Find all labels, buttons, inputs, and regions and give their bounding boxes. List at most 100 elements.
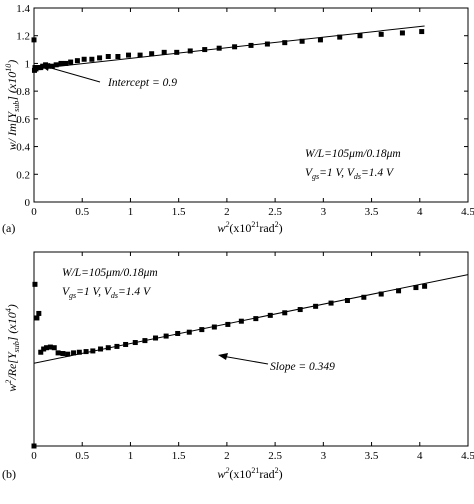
data-point xyxy=(105,54,111,59)
data-point xyxy=(396,288,402,294)
x-tick-label: 1 xyxy=(128,450,134,462)
panel-b-x-ticks: 0 0.5 1 1.5 2 2.5 3 3.5 4 4.5 xyxy=(31,252,474,462)
x-tick-label: 2.5 xyxy=(268,450,282,462)
y-tick-label: 1.2 xyxy=(16,31,30,43)
x-tick-label: 1.5 xyxy=(172,206,186,218)
data-point xyxy=(63,60,69,66)
x-tick-label: 4 xyxy=(417,450,423,462)
data-point xyxy=(357,33,363,39)
data-point xyxy=(115,54,121,59)
data-point xyxy=(76,349,82,355)
data-point xyxy=(51,345,57,351)
data-point xyxy=(31,37,37,43)
data-point xyxy=(282,310,288,316)
data-point xyxy=(32,281,38,287)
data-point xyxy=(55,350,61,356)
data-point xyxy=(34,315,40,321)
y-tick-label: 0.2 xyxy=(16,169,30,181)
data-point xyxy=(53,62,59,68)
data-point xyxy=(378,31,384,37)
data-point xyxy=(98,346,104,352)
y-tick-label: 1 xyxy=(25,58,31,70)
x-tick-label: 3 xyxy=(321,450,327,462)
data-point xyxy=(187,48,193,54)
panel-b-fit-line xyxy=(33,274,469,364)
data-point xyxy=(44,345,50,351)
data-point xyxy=(282,40,288,46)
data-point xyxy=(149,51,155,57)
panel-b: 0 0.5 1 1.5 2 2.5 3 3.5 4 4.5 (b) w2/Re[Ysub] (x1… xyxy=(2,251,474,481)
data-point xyxy=(422,283,428,289)
data-point xyxy=(36,310,42,316)
panel-a: 0 0.5 1 1.5 2 2.5 3 3.5 4 4.5 0 0.2 0.4 0.6 0.8 1 1.2 1.… xyxy=(2,3,474,235)
panel-a-intercept-arrowhead xyxy=(40,63,50,71)
panel-a-x-ticks: 0 0.5 1 1.5 2 2.5 3 3.5 4 4.5 xyxy=(31,8,474,218)
data-point xyxy=(47,344,53,350)
data-point xyxy=(199,327,205,333)
panel-a-fit-line xyxy=(33,25,425,70)
data-point xyxy=(126,52,132,58)
data-point xyxy=(41,346,47,352)
data-point xyxy=(344,298,350,303)
x-tick-label: 0 xyxy=(31,450,37,462)
x-tick-label: 0.5 xyxy=(75,206,89,218)
panel-b-frame xyxy=(33,251,469,447)
data-point xyxy=(83,349,89,355)
x-tick-label: 0 xyxy=(31,206,37,218)
x-tick-label: 4.5 xyxy=(461,450,474,462)
data-point xyxy=(225,321,231,327)
data-point xyxy=(60,351,66,357)
x-tick-label: 0.5 xyxy=(75,450,89,462)
panel-a-intercept-text: Intercept = 0.9 xyxy=(107,77,177,89)
data-point xyxy=(81,56,87,62)
y-tick-label: 0.8 xyxy=(16,86,30,98)
data-point xyxy=(49,63,55,69)
data-point xyxy=(419,29,425,35)
data-point xyxy=(299,38,305,44)
data-point xyxy=(211,324,217,330)
data-point xyxy=(74,58,80,64)
panel-a-ylabel: w/ Im[Ysub] (x1010) xyxy=(4,60,21,150)
data-point xyxy=(202,47,208,53)
x-tick-label: 3.5 xyxy=(365,450,379,462)
data-point xyxy=(297,307,303,313)
x-tick-label: 4 xyxy=(417,206,423,218)
panel-b-wl-text: W/L=105μm/0.18μm xyxy=(62,267,158,279)
x-tick-label: 3 xyxy=(321,206,327,218)
panel-a-wl-text: W/L=105μm/0.18μm xyxy=(305,148,401,160)
panel-a-xlabel: w2(x1021rad2) xyxy=(217,220,282,235)
panel-a-y-ticks: 0 0.2 0.4 0.6 0.8 1 1.2 1.4 xyxy=(16,3,468,209)
panel-b-data-points xyxy=(31,281,428,449)
panel-a-intercept-arrow-line xyxy=(43,65,101,83)
x-tick-label: 3.5 xyxy=(365,206,379,218)
x-tick-label: 1 xyxy=(128,206,134,218)
x-tick-label: 1.5 xyxy=(172,450,186,462)
panel-b-slope-arrow-line xyxy=(221,355,269,365)
data-point xyxy=(264,41,270,47)
data-point xyxy=(58,60,64,66)
data-point xyxy=(186,329,192,335)
data-point xyxy=(399,30,405,36)
data-point xyxy=(317,37,323,43)
panel-b-ylabel: w2/Re[Ysub] (x104) xyxy=(4,304,21,391)
panel-a-bias-text: Vgs=1 V, Vds=1.4 V xyxy=(305,167,395,181)
y-tick-label: 0.4 xyxy=(16,142,30,154)
data-point xyxy=(378,291,384,297)
data-point xyxy=(313,303,319,309)
data-point xyxy=(38,349,44,355)
data-point xyxy=(413,285,419,291)
panel-b-label: (b) xyxy=(2,467,16,481)
data-point xyxy=(337,34,343,40)
panel-b-bias-text: Vgs=1 V, Vds=1.4 V xyxy=(62,286,152,300)
data-point xyxy=(71,350,77,356)
data-point xyxy=(253,316,259,322)
data-point xyxy=(361,294,367,300)
data-point xyxy=(68,59,74,65)
data-point xyxy=(31,443,37,449)
x-tick-label: 2.5 xyxy=(268,206,282,218)
panel-a-data-points xyxy=(31,29,425,73)
x-tick-label: 2 xyxy=(224,450,230,462)
panel-b-slope-arrowhead xyxy=(218,353,228,360)
data-point xyxy=(174,49,180,55)
